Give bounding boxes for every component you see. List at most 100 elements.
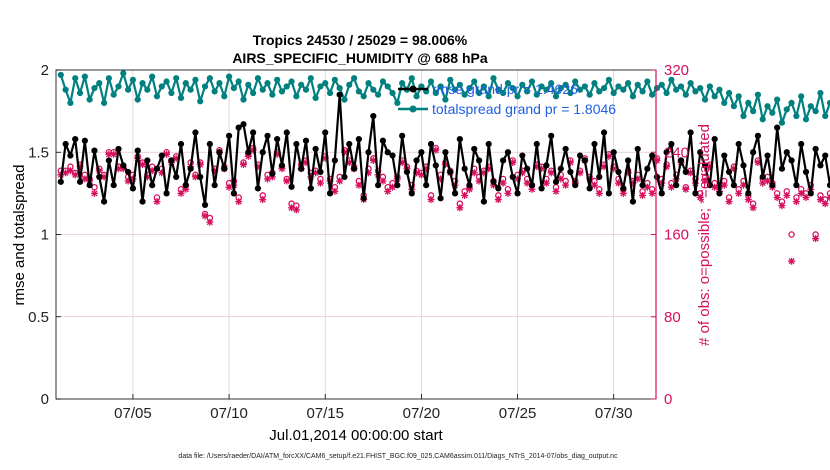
asterisk-stroke xyxy=(384,188,391,195)
spread-point xyxy=(139,80,146,87)
spread-point xyxy=(293,93,300,100)
spread-point xyxy=(177,94,185,102)
spread-point xyxy=(230,84,237,92)
spread-point xyxy=(67,99,74,106)
asterisk-stroke xyxy=(139,161,146,168)
spread-point xyxy=(514,93,521,100)
spread-point xyxy=(615,83,622,90)
obs-evaluated-point xyxy=(557,175,565,183)
asterisk-stroke xyxy=(826,196,830,201)
rmse-point xyxy=(673,182,680,189)
asterisk-stroke xyxy=(644,184,651,191)
obs-evaluated-point xyxy=(725,198,733,206)
asterisk-stroke xyxy=(72,171,79,178)
rmse-point xyxy=(663,149,670,156)
rmse-point xyxy=(62,140,69,148)
rmse-point xyxy=(692,190,699,197)
rmse-point xyxy=(634,145,641,153)
obs-evaluated-point xyxy=(201,212,209,220)
rmse-point xyxy=(144,157,151,164)
spread-point xyxy=(562,81,569,88)
asterisk-stroke xyxy=(778,202,786,209)
spread-point xyxy=(697,84,704,92)
rmse-point xyxy=(581,157,588,164)
rmse-point xyxy=(822,152,829,159)
spread-point xyxy=(711,93,718,100)
asterisk-stroke xyxy=(552,188,560,195)
spread-point xyxy=(187,86,194,93)
spread-point xyxy=(783,106,790,113)
asterisk-stroke xyxy=(67,167,74,174)
spread-point xyxy=(134,96,141,103)
spread-point xyxy=(216,80,223,87)
legend-rmse-marker xyxy=(409,85,417,93)
spread-point xyxy=(620,86,627,93)
obs-evaluated-point xyxy=(461,191,469,199)
obs-evaluated-point xyxy=(417,171,425,179)
spread-point xyxy=(475,89,483,97)
rmse-point xyxy=(225,132,233,139)
obs-evaluated-point xyxy=(494,196,502,204)
rmse-point xyxy=(427,140,435,148)
spread-point xyxy=(250,89,257,97)
spread-point xyxy=(740,112,747,120)
asterisk-stroke xyxy=(721,182,728,189)
rmse-point xyxy=(687,129,694,136)
asterisk-stroke xyxy=(177,190,185,197)
spread-point xyxy=(798,93,805,100)
rmse-point xyxy=(649,152,656,159)
rmse-point xyxy=(375,182,382,189)
spread-point xyxy=(240,96,247,103)
asterisk-stroke xyxy=(524,180,531,187)
asterisk-stroke xyxy=(418,171,425,178)
spread-point xyxy=(307,75,314,82)
spread-point xyxy=(509,84,516,92)
rmse-point xyxy=(812,145,819,153)
rmse-point xyxy=(432,162,439,169)
spread-point xyxy=(336,84,343,92)
axis-ticks: 07/05 07/10 07/15 07/20 07/25 07/30 0 0.5 1 1.5 2 0… xyxy=(28,62,689,422)
rmse-point xyxy=(653,173,661,181)
asterisk-stroke xyxy=(750,204,757,211)
spread-point xyxy=(331,76,338,83)
y-right-tick-label: 240 xyxy=(664,144,689,161)
obs-evaluated-point xyxy=(523,179,531,187)
spread-point xyxy=(105,75,112,82)
obs-evaluated-point xyxy=(595,189,603,197)
y-axis-label: rmse and totalspread xyxy=(11,165,28,306)
spread-point xyxy=(754,91,762,98)
rmse-point xyxy=(86,182,93,189)
rmse-point xyxy=(543,162,550,169)
rmse-point xyxy=(548,132,555,139)
spread-point xyxy=(658,81,665,88)
asterisk-stroke xyxy=(596,190,603,197)
asterisk-stroke xyxy=(798,190,805,197)
asterisk-stroke xyxy=(682,186,689,193)
obs-evaluated-point xyxy=(735,189,743,197)
spread-point xyxy=(745,99,752,106)
asterisk-stroke xyxy=(826,194,830,199)
asterisk-stroke xyxy=(754,159,761,166)
obs-evaluated-point xyxy=(292,206,300,214)
obs-evaluated-point xyxy=(826,193,830,201)
spread-point xyxy=(812,108,819,115)
spread-point xyxy=(581,83,588,90)
asterisk-stroke xyxy=(745,196,752,203)
spread-point xyxy=(548,80,555,87)
asterisk-stroke xyxy=(500,180,507,187)
spread-point xyxy=(730,103,737,110)
spread-point xyxy=(76,89,84,97)
rmse-point xyxy=(197,173,204,181)
spread-point xyxy=(149,73,156,80)
rmse-point xyxy=(67,152,74,159)
rmse-point xyxy=(211,182,218,189)
obs-evaluated-point xyxy=(509,159,517,167)
spread-point xyxy=(360,93,367,100)
spread-point xyxy=(235,78,242,85)
spread-point xyxy=(322,80,329,87)
obs-evaluated-point xyxy=(792,198,800,206)
obs-evaluated-point xyxy=(648,189,656,197)
chart-subtitle: AIRS_SPECIFIC_HUMIDITY @ 688 hPa xyxy=(232,50,488,66)
rmse-point xyxy=(110,182,117,189)
